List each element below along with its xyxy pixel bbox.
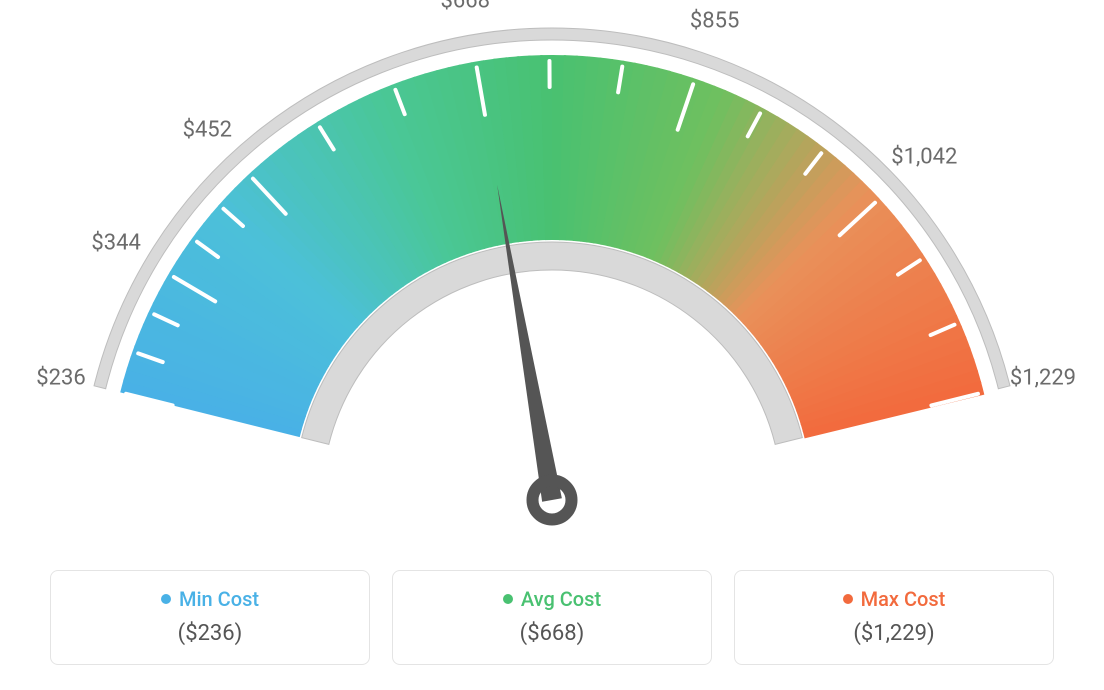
gauge-svg	[0, 0, 1104, 560]
gauge-tick-label: $668	[441, 0, 490, 14]
gauge-tick-label: $344	[91, 230, 140, 255]
legend-card-avg: Avg Cost ($668)	[392, 570, 712, 665]
gauge-tick-label: $855	[690, 8, 739, 33]
dot-max	[843, 594, 853, 604]
gauge-tick-label: $1,042	[891, 145, 957, 170]
gauge-tick-label: $1,229	[1010, 365, 1076, 390]
dot-avg	[503, 594, 513, 604]
legend-max-label: Max Cost	[861, 587, 946, 611]
legend-max-value: ($1,229)	[735, 621, 1053, 646]
legend-card-max: Max Cost ($1,229)	[734, 570, 1054, 665]
gauge-tick-label: $452	[183, 117, 232, 142]
legend-min-label: Min Cost	[179, 587, 259, 611]
gauge-tick-label: $236	[36, 365, 85, 390]
legend-avg-label: Avg Cost	[521, 587, 601, 611]
legend-row: Min Cost ($236) Avg Cost ($668) Max Cost…	[0, 570, 1104, 665]
gauge-chart: $236 $344 $452 $668 $855 $1,042 $1,229	[0, 0, 1104, 560]
legend-card-min: Min Cost ($236)	[50, 570, 370, 665]
dot-min	[161, 594, 171, 604]
legend-avg-value: ($668)	[393, 621, 711, 646]
legend-min-value: ($236)	[51, 621, 369, 646]
